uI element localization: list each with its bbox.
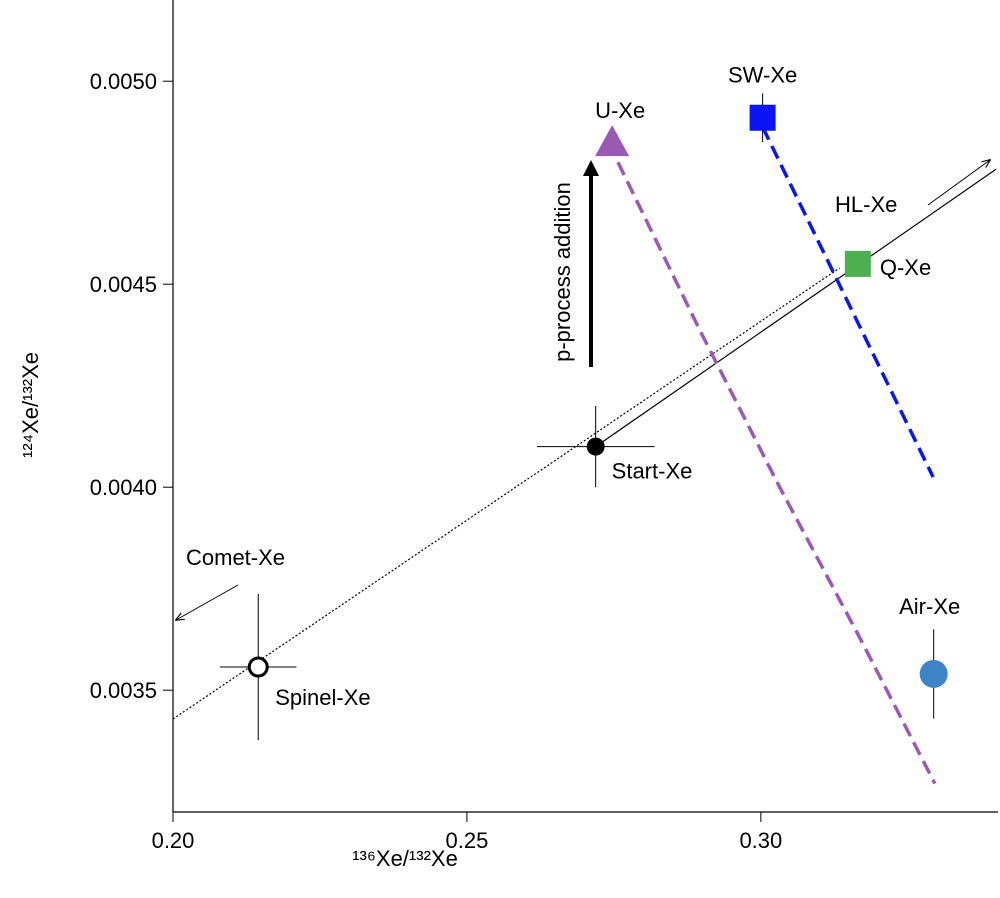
x-tick-label: 0.30 [739,828,782,853]
annotation: p-process addition [550,182,575,362]
annotation: Comet-Xe [186,545,285,570]
point [247,656,269,678]
point-label: SW-Xe [728,63,797,88]
comet-arrow [176,584,239,620]
model-line [172,267,840,720]
point-label: Start-Xe [612,459,693,484]
point [595,125,630,157]
point [844,250,871,277]
hl-arrow [927,160,990,206]
point [586,437,605,456]
model-line [616,161,937,785]
point-label: U-Xe [595,98,645,123]
model-line [761,126,935,478]
point [919,659,948,688]
point-label: Spinel-Xe [275,685,370,710]
x-tick-label: 0.25 [446,828,489,853]
point-label: Q-Xe [880,255,931,280]
point-label: Air-Xe [899,594,960,619]
y-tick-label: 0.0040 [90,475,157,500]
x-tick-label: 0.20 [152,828,195,853]
y-tick-label: 0.0045 [90,272,157,297]
y-axis-title: ¹²⁴Xe/¹³²Xe [18,352,43,458]
point [749,104,776,131]
y-tick-label: 0.0050 [90,69,157,94]
model-line [595,168,997,448]
x-axis-title: ¹³⁶Xe/¹³²Xe [352,846,458,871]
annotation: HL-Xe [835,192,897,217]
y-tick-label: 0.0035 [90,678,157,703]
